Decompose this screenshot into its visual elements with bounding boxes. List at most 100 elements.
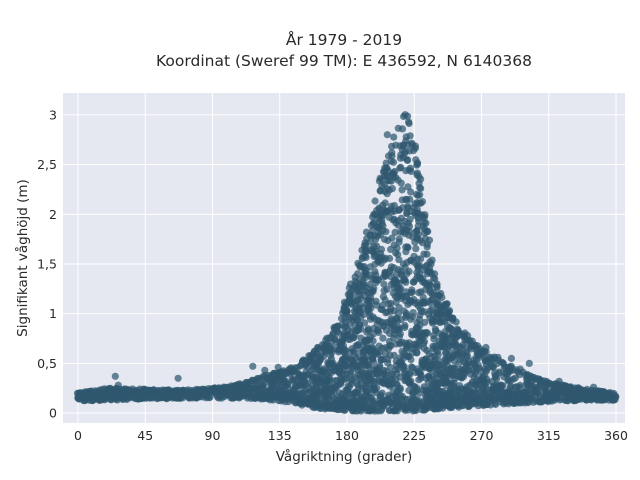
y-tick-label: 0,5 <box>37 356 57 371</box>
data-point <box>363 388 371 396</box>
data-point <box>413 199 421 207</box>
data-point <box>413 234 421 242</box>
data-point <box>590 383 598 391</box>
data-point <box>386 206 395 214</box>
data-point <box>397 163 405 171</box>
data-point <box>403 226 411 234</box>
x-tick-labels: 0 45 90 135 180 225 270 315 360 <box>74 428 628 443</box>
data-point <box>380 402 388 410</box>
data-point <box>357 334 365 342</box>
data-point <box>335 364 343 373</box>
data-point <box>394 124 402 132</box>
data-point <box>449 352 458 360</box>
data-point <box>413 319 421 327</box>
data-point <box>335 346 343 354</box>
data-point <box>330 387 338 395</box>
data-point <box>443 382 451 390</box>
data-point <box>342 301 350 309</box>
data-point <box>385 300 393 308</box>
data-point <box>443 369 451 377</box>
data-point <box>435 337 443 345</box>
data-point <box>394 221 402 229</box>
data-point <box>458 344 466 352</box>
y-axis-title: Signifikant våghöjd (m) <box>14 179 31 337</box>
y-tick-label: 1,5 <box>37 256 57 271</box>
data-point <box>398 347 406 355</box>
data-point <box>403 311 411 319</box>
data-point <box>323 340 331 348</box>
data-point <box>414 298 422 306</box>
data-point <box>396 354 405 362</box>
data-point <box>442 349 450 357</box>
data-point <box>443 300 451 308</box>
data-point <box>363 297 372 305</box>
data-point <box>347 314 355 322</box>
data-point <box>390 277 399 285</box>
data-point <box>114 381 122 389</box>
data-point <box>391 228 399 236</box>
data-point <box>418 198 427 206</box>
data-point <box>111 372 119 380</box>
data-point <box>434 316 442 324</box>
data-point <box>366 231 374 239</box>
data-point <box>369 325 378 333</box>
data-point <box>398 292 406 300</box>
data-point <box>386 406 394 415</box>
data-point <box>400 363 408 371</box>
data-point <box>417 288 425 296</box>
data-point <box>387 320 395 328</box>
data-point <box>365 372 373 380</box>
data-point <box>498 381 506 390</box>
data-point <box>419 293 427 301</box>
data-point <box>413 227 421 235</box>
data-point <box>555 377 563 385</box>
data-point <box>481 371 489 379</box>
data-point <box>403 112 412 120</box>
data-point <box>427 395 435 403</box>
data-point <box>324 395 332 403</box>
data-point <box>369 330 377 338</box>
data-point <box>418 308 426 316</box>
scatter-points <box>73 111 620 415</box>
data-point <box>356 370 365 378</box>
data-point <box>407 257 415 265</box>
data-point <box>370 210 378 218</box>
data-point <box>397 179 405 187</box>
data-point <box>378 212 386 220</box>
data-point <box>447 324 455 332</box>
data-point <box>290 375 298 383</box>
data-point <box>377 391 385 399</box>
data-point <box>408 141 416 149</box>
data-point <box>362 248 370 256</box>
data-point <box>295 370 303 378</box>
data-point <box>370 285 378 293</box>
data-point <box>311 387 319 395</box>
data-point <box>431 275 439 283</box>
data-point <box>395 206 403 214</box>
data-point <box>383 131 391 139</box>
data-point <box>388 370 396 378</box>
data-point <box>472 381 480 389</box>
data-point <box>361 319 369 327</box>
data-point <box>371 349 379 357</box>
data-point <box>350 284 358 292</box>
data-point <box>363 361 371 370</box>
data-point <box>348 391 356 399</box>
data-point <box>401 323 409 332</box>
data-point <box>356 291 364 299</box>
data-point <box>406 296 414 305</box>
data-point <box>368 275 376 283</box>
data-point <box>407 188 415 196</box>
data-point <box>417 184 425 193</box>
data-point <box>359 253 367 261</box>
data-point <box>441 335 449 343</box>
data-point <box>369 355 377 363</box>
data-point <box>379 334 387 342</box>
data-point <box>339 356 347 364</box>
data-point <box>397 271 405 279</box>
data-point <box>274 377 282 385</box>
data-point <box>507 354 515 362</box>
data-point <box>413 169 421 177</box>
chart-title-line-2: Koordinat (Sweref 99 TM): E 436592, N 61… <box>156 52 532 70</box>
data-point <box>375 254 383 262</box>
